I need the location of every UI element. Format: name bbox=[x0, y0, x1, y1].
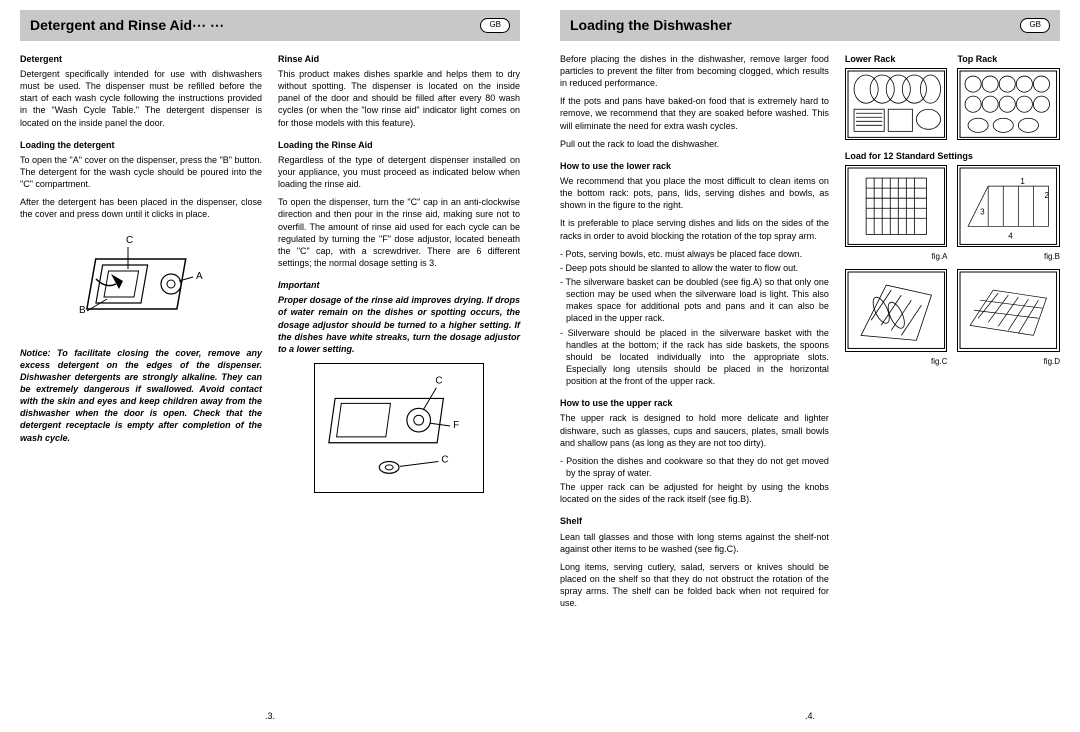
label-lower-rack: Lower Rack bbox=[845, 53, 948, 65]
notice-text: Notice: To facilitate closing the cover,… bbox=[20, 347, 262, 444]
heading-loading-detergent: Loading the detergent bbox=[20, 139, 262, 151]
heading-shelf: Shelf bbox=[560, 515, 829, 527]
svg-text:1: 1 bbox=[1021, 177, 1026, 186]
caption-fig-b: fig.B bbox=[957, 252, 1060, 263]
page-title-left: Detergent and Rinse Aid⋯ ⋯ bbox=[30, 16, 224, 35]
bullet: - Pots, serving bowls, etc. must always … bbox=[560, 248, 829, 260]
svg-text:3: 3 bbox=[981, 207, 986, 216]
heading-detergent: Detergent bbox=[20, 53, 262, 65]
para: After the detergent has been placed in t… bbox=[20, 196, 262, 220]
para: Regardless of the type of detergent disp… bbox=[278, 154, 520, 190]
para: Lean tall glasses and those with long st… bbox=[560, 531, 829, 555]
page-header-left: Detergent and Rinse Aid⋯ ⋯ GB bbox=[20, 10, 520, 41]
bullet: - Silverware should be placed in the sil… bbox=[560, 327, 829, 388]
col-right-2: Lower Rack bbox=[845, 53, 1060, 615]
page-left: Detergent and Rinse Aid⋯ ⋯ GB Detergent … bbox=[0, 0, 540, 732]
bullet: - Position the dishes and cookware so th… bbox=[560, 455, 829, 479]
page-number-right: .4. bbox=[805, 710, 815, 722]
svg-text:A: A bbox=[196, 271, 203, 282]
gb-badge: GB bbox=[1020, 18, 1050, 33]
svg-text:C: C bbox=[435, 376, 442, 387]
para: Detergent specifically intended for use … bbox=[20, 68, 262, 129]
heading-lower-rack: How to use the lower rack bbox=[560, 160, 829, 172]
col-left-2: Rinse Aid This product makes dishes spar… bbox=[278, 53, 520, 501]
bullet: - Deep pots should be slanted to allow t… bbox=[560, 262, 829, 274]
figure-fig-d bbox=[957, 269, 1060, 351]
figure-top-rack bbox=[957, 68, 1060, 140]
para: We recommend that you place the most dif… bbox=[560, 175, 829, 211]
rack-row-cd: fig.C fig.D bbox=[845, 269, 1060, 367]
para: Long items, serving cutlery, salad, serv… bbox=[560, 561, 829, 610]
heading-rinse-aid: Rinse Aid bbox=[278, 53, 520, 65]
caption-fig-d: fig.D bbox=[957, 357, 1060, 368]
para: It is preferable to place serving dishes… bbox=[560, 217, 829, 241]
para: Pull out the rack to load the dishwasher… bbox=[560, 138, 829, 150]
heading-upper-rack: How to use the upper rack bbox=[560, 397, 829, 409]
content-right: Before placing the dishes in the dishwas… bbox=[560, 53, 1060, 615]
para: This product makes dishes sparkle and he… bbox=[278, 68, 520, 129]
svg-text:F: F bbox=[453, 420, 459, 431]
important-body: Proper dosage of the rinse aid improves … bbox=[278, 294, 520, 355]
para: If the pots and pans have baked-on food … bbox=[560, 95, 829, 131]
page-right: Loading the Dishwasher GB Before placing… bbox=[540, 0, 1080, 732]
para: Before placing the dishes in the dishwas… bbox=[560, 53, 829, 89]
figure-fig-b: 1 2 3 4 bbox=[957, 165, 1060, 247]
para: To open the dispenser, turn the "C" cap … bbox=[278, 196, 520, 269]
svg-text:C: C bbox=[441, 454, 448, 465]
figure-dispenser-abc: C A B bbox=[20, 229, 262, 339]
caption-fig-a: fig.A bbox=[845, 252, 948, 263]
rack-row-ab: fig.A 1 2 3 4 bbox=[845, 165, 1060, 263]
col-left-1: Detergent Detergent specifically intende… bbox=[20, 53, 262, 501]
caption-fig-c: fig.C bbox=[845, 357, 948, 368]
para: To open the "A" cover on the dispenser, … bbox=[20, 154, 262, 190]
para: The upper rack is designed to hold more … bbox=[560, 412, 829, 448]
figure-rinse-cfc: C F C bbox=[278, 363, 520, 493]
heading-loading-rinse: Loading the Rinse Aid bbox=[278, 139, 520, 151]
gb-badge: GB bbox=[480, 18, 510, 33]
svg-text:C: C bbox=[126, 235, 133, 246]
figure-fig-c bbox=[845, 269, 948, 351]
svg-text:B: B bbox=[79, 305, 86, 316]
label-top-rack: Top Rack bbox=[957, 53, 1060, 65]
para: The upper rack can be adjusted for heigh… bbox=[560, 481, 829, 505]
svg-text:2: 2 bbox=[1045, 191, 1050, 200]
page-number-left: .3. bbox=[265, 710, 275, 722]
label-load-12: Load for 12 Standard Settings bbox=[845, 150, 1060, 162]
figure-lower-rack bbox=[845, 68, 948, 140]
page-header-right: Loading the Dishwasher GB bbox=[560, 10, 1060, 41]
bullet: - The silverware basket can be doubled (… bbox=[560, 276, 829, 325]
col-right-1: Before placing the dishes in the dishwas… bbox=[560, 53, 829, 615]
page-title-right: Loading the Dishwasher bbox=[570, 16, 732, 35]
svg-text:4: 4 bbox=[1009, 231, 1014, 240]
figure-fig-a bbox=[845, 165, 948, 247]
rack-header-row: Lower Rack bbox=[845, 53, 1060, 144]
content-left: Detergent Detergent specifically intende… bbox=[20, 53, 520, 501]
heading-important: Important bbox=[278, 279, 520, 291]
